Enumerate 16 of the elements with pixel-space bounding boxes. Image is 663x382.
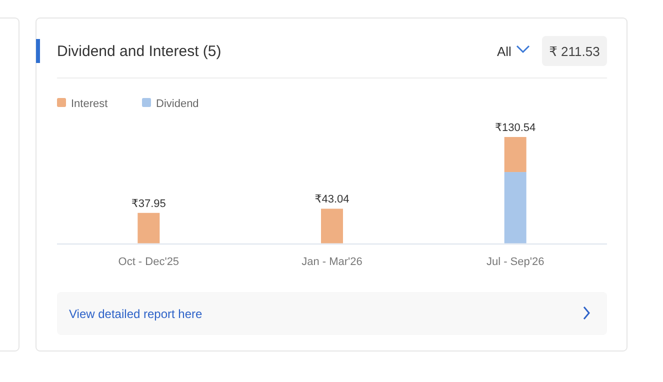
bar bbox=[138, 212, 160, 244]
data-label: ₹43.04 bbox=[314, 194, 350, 206]
bar bbox=[321, 208, 343, 244]
x-tick-label: Jan - Mar'26 bbox=[302, 256, 362, 268]
bar bbox=[504, 172, 526, 244]
chart-title: Dividend and Interest (5) bbox=[57, 43, 222, 60]
x-tick-label: Oct - Dec'25 bbox=[118, 256, 180, 268]
bar bbox=[504, 137, 526, 172]
x-tick-label: Jul - Sep'26 bbox=[486, 256, 544, 268]
total-label: ₹130.54 bbox=[495, 122, 536, 134]
legend-label: Dividend bbox=[156, 98, 199, 110]
text: All bbox=[497, 44, 512, 59]
data-label: ₹37.95 bbox=[131, 198, 166, 210]
text: View detailed report here bbox=[69, 307, 203, 321]
text: ₹ 211.53 bbox=[549, 44, 600, 59]
legend-label: Interest bbox=[71, 98, 108, 110]
